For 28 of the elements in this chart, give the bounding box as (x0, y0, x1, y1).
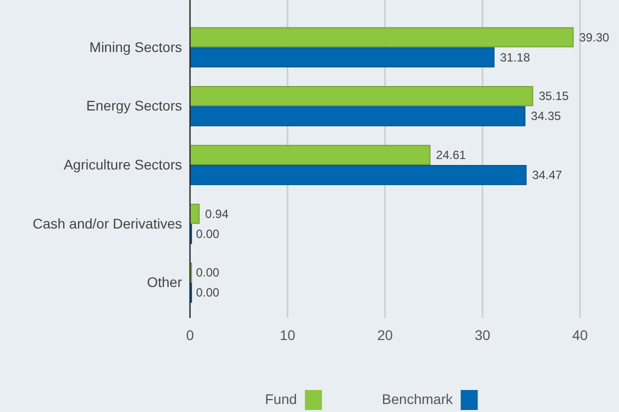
data-label: 34.35 (530, 109, 562, 124)
bar (190, 27, 574, 48)
bar (190, 86, 534, 106)
bar (190, 165, 527, 186)
y-tick-label: Energy Sectors (86, 98, 182, 114)
data-label: 0.00 (196, 286, 220, 300)
legend-label: Fund (265, 391, 297, 407)
x-tick-label: 30 (474, 326, 490, 343)
x-tick-label: 40 (572, 326, 588, 343)
y-tick-label: Mining Sectors (89, 38, 182, 55)
y-tick-label: Agriculture Sectors (64, 156, 182, 172)
data-label: 34.47 (532, 168, 562, 182)
bar (190, 47, 495, 68)
data-label: 39.30 (579, 30, 610, 44)
data-label: 0.00 (196, 266, 220, 280)
bar (190, 106, 526, 126)
x-tick-label: 0 (186, 326, 194, 343)
data-label: 0.00 (196, 226, 220, 241)
data-label: 0.94 (205, 206, 229, 221)
data-label: 31.18 (500, 50, 530, 64)
y-tick-label: Other (146, 274, 182, 290)
x-tick-label: 20 (377, 326, 393, 343)
legend-label: Benchmark (382, 391, 454, 407)
x-tick-label: 10 (280, 326, 296, 343)
data-label: 24.61 (436, 148, 466, 162)
data-label: 35.15 (538, 89, 570, 104)
y-tick-label: Cash and/or Derivatives (32, 215, 182, 232)
bar (190, 144, 430, 165)
